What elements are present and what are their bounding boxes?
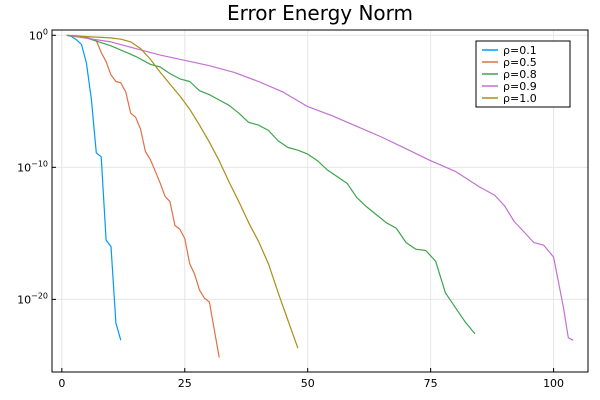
y-axis-ticks: 100 10−10 10−20 <box>17 27 56 306</box>
series-line-1 <box>66 34 122 341</box>
series-line-2 <box>66 34 220 358</box>
y-tick-label: 10−10 <box>17 159 48 174</box>
legend-label: ρ=0.5 <box>503 56 537 69</box>
series-line-3 <box>66 34 476 335</box>
legend: ρ=0.1ρ=0.5ρ=0.8ρ=0.9ρ=1.0 <box>475 40 571 108</box>
x-tick-label: 50 <box>301 377 315 390</box>
x-tick-label: 75 <box>424 377 438 390</box>
x-axis-ticks: 0 25 50 75 100 <box>58 368 564 390</box>
y-tick-label: 100 <box>29 27 48 42</box>
x-tick-label: 0 <box>58 377 65 390</box>
x-tick-label: 25 <box>178 377 192 390</box>
plot-frame <box>51 29 589 373</box>
legend-label: ρ=0.1 <box>503 44 537 57</box>
chart-title: Error Energy Norm <box>227 1 413 25</box>
series-lines <box>66 34 574 358</box>
x-tick-label: 100 <box>543 377 564 390</box>
series-line-4 <box>66 34 574 341</box>
legend-label: ρ=0.9 <box>503 80 537 93</box>
legend-label: ρ=0.8 <box>503 68 537 81</box>
series-line-5 <box>66 34 299 349</box>
y-tick-label: 10−20 <box>17 291 48 306</box>
legend-label: ρ=1.0 <box>503 92 537 105</box>
